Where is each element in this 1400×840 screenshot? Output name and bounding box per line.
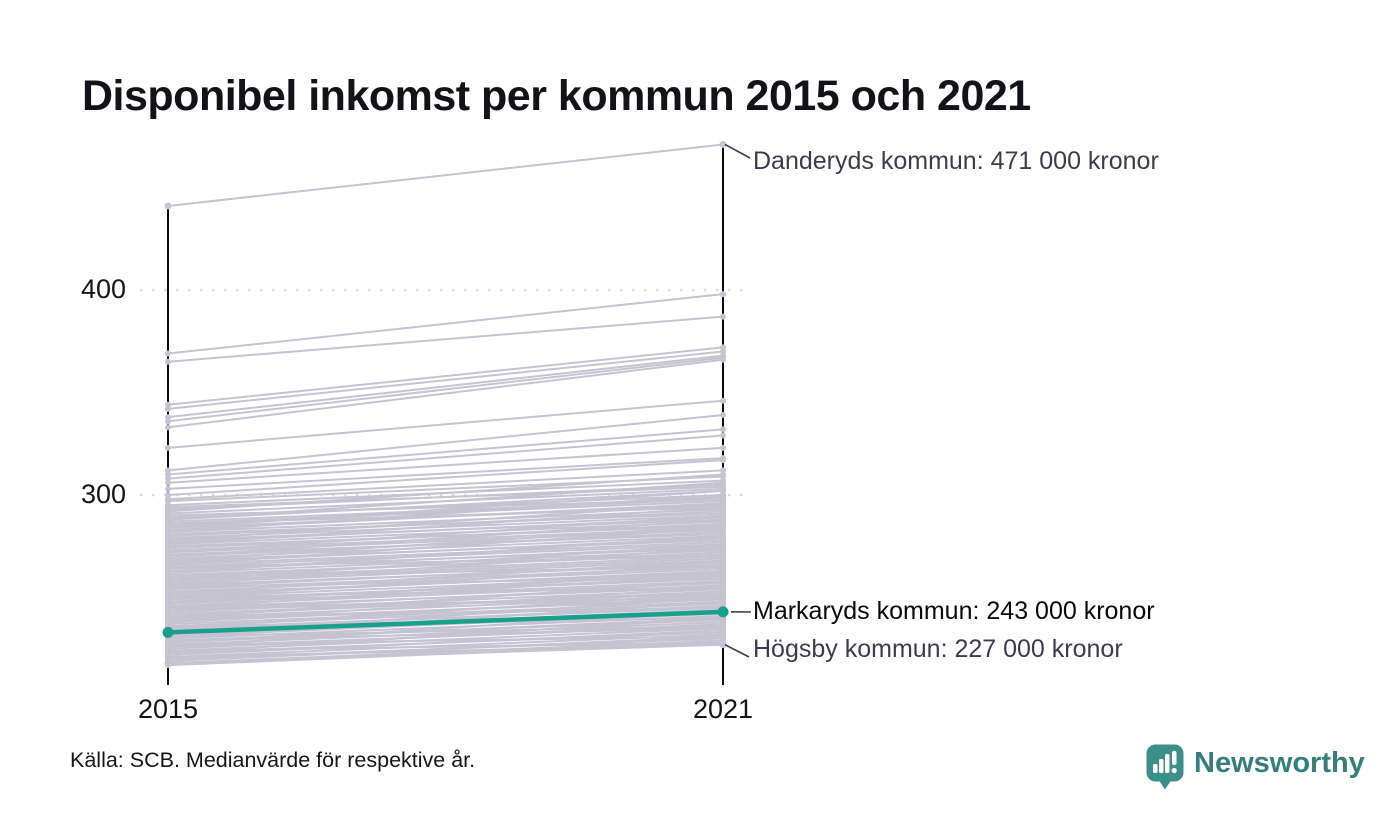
newsworthy-chart-bubble-icon bbox=[1145, 743, 1185, 795]
chart-title: Disponibel inkomst per kommun 2015 och 2… bbox=[82, 72, 1031, 120]
annotation-markaryd: Markaryds kommun: 243 000 kronor bbox=[753, 597, 1155, 625]
x-axis-label-2015: 2015 bbox=[137, 694, 199, 724]
source-note: Källa: SCB. Medianvärde för respektive å… bbox=[70, 748, 476, 772]
annotation-hogsby: Högsby kommun: 227 000 kronor bbox=[753, 635, 1123, 663]
annotation-danderyd: Danderyds kommun: 471 000 kronor bbox=[753, 147, 1159, 175]
y-axis-tick-400: 400 bbox=[80, 274, 126, 304]
x-axis-label-2021: 2021 bbox=[692, 694, 754, 724]
brand-name: Newsworthy bbox=[1194, 747, 1365, 779]
brand-logo: Newsworthy bbox=[1145, 743, 1365, 795]
y-axis-tick-300: 300 bbox=[80, 479, 126, 509]
